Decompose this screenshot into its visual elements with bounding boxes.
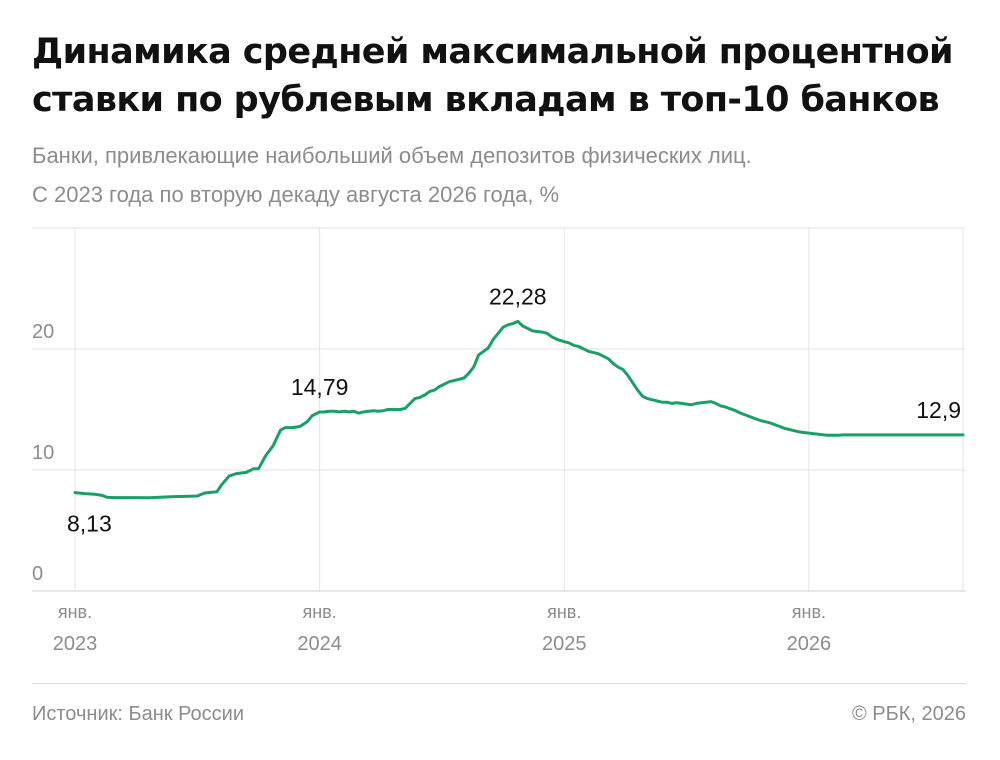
chart-subtitle-line2: С 2023 года по вторую декаду августа 202… bbox=[32, 182, 560, 207]
x-tick-label-month: янв. bbox=[792, 602, 826, 622]
x-tick-label-year: 2025 bbox=[542, 633, 587, 655]
x-tick-label-year: 2023 bbox=[53, 633, 98, 655]
series-line bbox=[73, 319, 965, 500]
x-tick-label-month: янв. bbox=[302, 602, 336, 622]
copyright-note: © РБК, 2026 bbox=[851, 703, 966, 725]
line-chart: 0 10 20 янв. 2023 янв. 2024 янв. 2025 янв. 2026 8,1… bbox=[32, 227, 966, 655]
x-tick-label-month: янв. bbox=[547, 602, 581, 622]
footer-divider bbox=[32, 683, 966, 684]
data-label: 12,9 bbox=[916, 397, 961, 423]
chart-title: Динамика средней максимальной процентной… bbox=[32, 32, 954, 120]
chart-subtitle-line1: Банки, привлекающие наибольший объем деп… bbox=[32, 143, 752, 168]
y-tick-label: 0 bbox=[32, 563, 43, 585]
x-tick-label-month: янв. bbox=[58, 602, 92, 622]
x-tick-label-year: 2024 bbox=[297, 633, 342, 655]
data-label: 8,13 bbox=[67, 511, 112, 537]
y-tick-label: 20 bbox=[32, 321, 54, 343]
y-tick-label: 10 bbox=[32, 442, 54, 464]
x-tick-label-year: 2026 bbox=[787, 633, 832, 655]
data-label: 14,79 bbox=[291, 374, 349, 400]
data-label: 22,28 bbox=[489, 283, 547, 309]
source-note: Источник: Банк России bbox=[32, 703, 245, 725]
